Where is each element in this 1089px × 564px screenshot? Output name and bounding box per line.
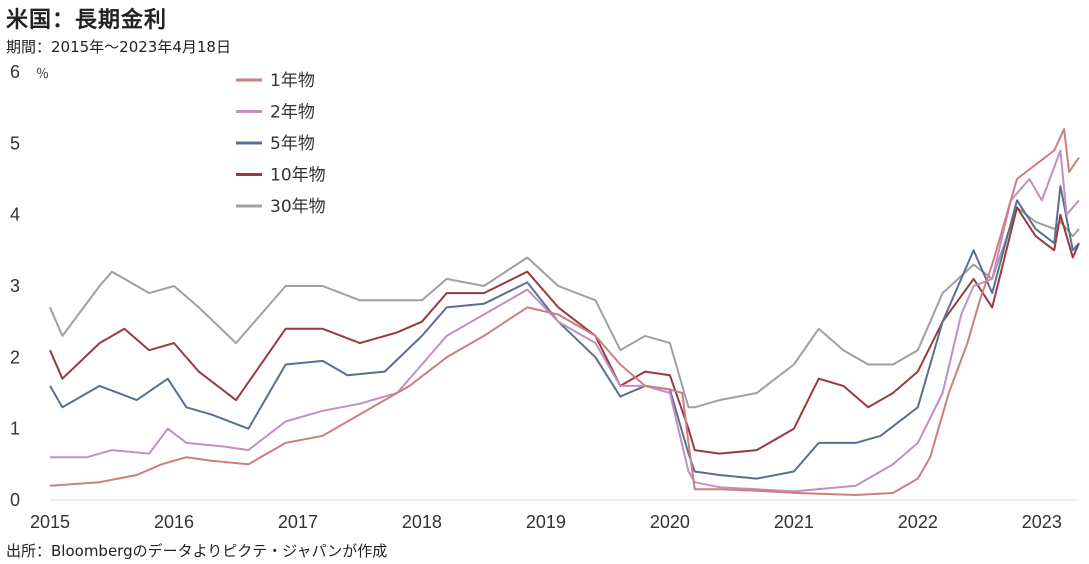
chart-subtitle: 期間：2015年～2023年4月18日	[6, 38, 231, 56]
series-line	[49, 206, 1080, 409]
x-tick-label: 2020	[650, 512, 690, 532]
legend-label: 5年物	[270, 134, 315, 154]
y-tick-label: 2	[10, 347, 20, 367]
series-line	[49, 206, 1080, 455]
y-tick-label: 3	[10, 276, 20, 296]
y-tick-label: 4	[10, 205, 20, 225]
source-note: 出所：Bloombergのデータよりピクテ・ジャパンが作成	[6, 542, 388, 560]
x-tick-label: 2019	[526, 512, 566, 532]
y-unit-label: ％	[36, 66, 49, 81]
x-tick-label: 2016	[154, 512, 194, 532]
x-tick-label: 2017	[278, 512, 318, 532]
chart-title: 米国：長期金利	[6, 8, 168, 33]
x-tick-label: 2015	[30, 512, 70, 532]
legend-label: 2年物	[270, 103, 315, 123]
x-tick-label: 2023	[1022, 512, 1062, 532]
y-tick-label: 5	[10, 133, 20, 153]
legend-label: 1年物	[270, 71, 315, 91]
y-tick-label: 0	[10, 490, 20, 510]
y-tick-label: 1	[10, 419, 20, 439]
legend-label: 30年物	[270, 197, 326, 217]
series-line	[49, 128, 1080, 496]
x-tick-label: 2022	[898, 512, 938, 532]
x-tick-label: 2021	[774, 512, 814, 532]
x-tick-label: 2018	[402, 512, 442, 532]
legend-label: 10年物	[270, 166, 326, 186]
series-line	[50, 149, 1080, 493]
y-tick-label: 6	[10, 62, 20, 82]
